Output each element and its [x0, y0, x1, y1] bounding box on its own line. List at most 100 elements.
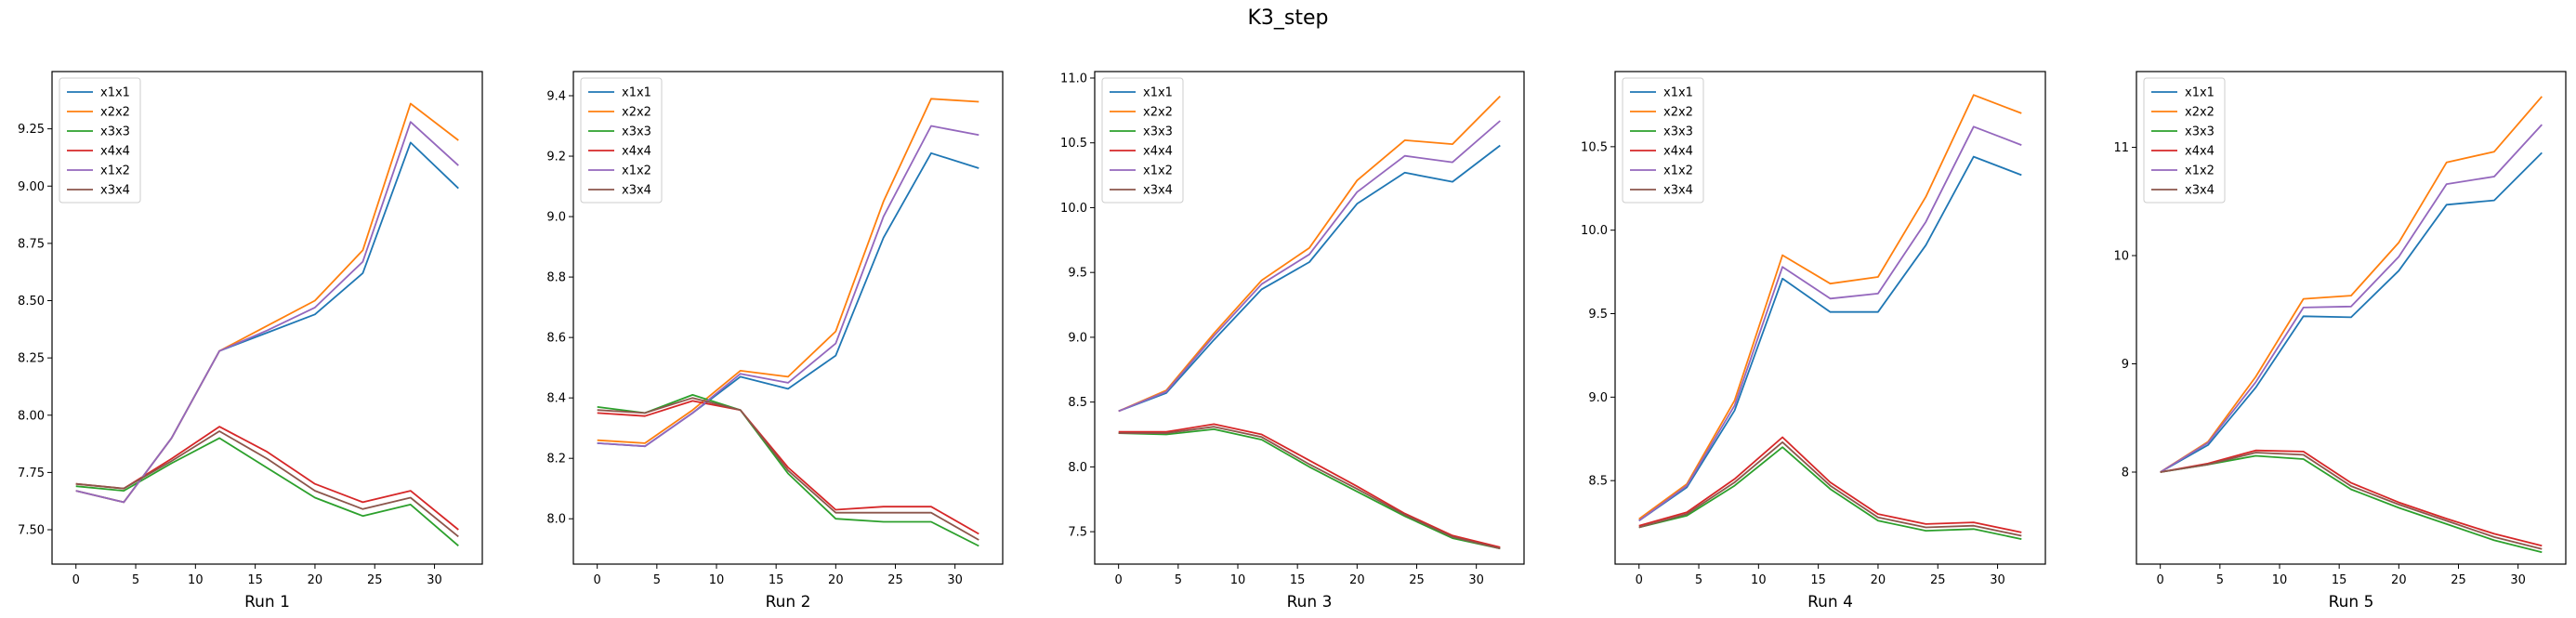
x-tick-label: 30	[427, 573, 442, 587]
series-line-x4x4	[1118, 423, 1501, 548]
series-line-x1x1	[2160, 151, 2543, 473]
legend-label-x4x4: x4x4	[100, 145, 130, 159]
x-tick-label: 5	[2216, 573, 2224, 587]
legend-label-x1x1: x1x1	[622, 86, 651, 100]
x-axis-label: Run 1	[244, 593, 290, 611]
x-tick-label: 15	[1810, 573, 1826, 587]
y-tick-label: 10.0	[1060, 202, 1087, 216]
legend: x1x1 x2x2 x3x3 x4x4 x1x2 x3x4	[1622, 77, 1704, 204]
legend-label-x1x2: x1x2	[1143, 164, 1173, 178]
y-tick-label: 8.5	[1588, 475, 1608, 489]
figure-title: K3_step	[1247, 7, 1328, 30]
y-tick-label: 9	[2122, 358, 2129, 372]
series-line-x3x4	[597, 397, 979, 541]
x-tick-label: 20	[1349, 573, 1365, 587]
y-tick-label: 9.5	[1068, 267, 1087, 281]
legend-label-x1x2: x1x2	[1663, 164, 1693, 178]
x-tick-label: 10	[188, 573, 204, 587]
y-tick-label: 8.4	[546, 392, 566, 406]
x-tick-label: 30	[1468, 573, 1484, 587]
chart-panel-1: 0 5 10 15 20 25 30 7.50 7.75 8.00 8.25 8.50 8.75 9.00…	[18, 71, 483, 611]
chart-panel-2: 0 5 10 15 20 25 30 8.0 8.2 8.4 8.6 8.8 9.0 9.2 9.4 Run …	[546, 71, 1004, 611]
series-line-x1x1	[1638, 155, 2022, 522]
legend-label-x3x4: x3x4	[1663, 184, 1693, 198]
legend-label-x3x3: x3x3	[1143, 125, 1173, 139]
series-line-x3x4	[1638, 440, 2022, 537]
x-axis-label: Run 5	[2329, 593, 2374, 611]
series-line-x3x3	[597, 393, 979, 547]
legend-label-x3x4: x3x4	[2185, 184, 2215, 198]
x-tick-label: 30	[1990, 573, 2005, 587]
series-line-x1x2	[2160, 124, 2543, 473]
legend-label-x1x1: x1x1	[1663, 86, 1693, 100]
x-tick-label: 20	[2391, 573, 2407, 587]
legend-label-x4x4: x4x4	[1143, 145, 1173, 159]
x-tick-label: 25	[2451, 573, 2466, 587]
legend-label-x4x4: x4x4	[2185, 145, 2215, 159]
axes-frame	[51, 71, 483, 565]
legend-label-x3x4: x3x4	[1143, 184, 1173, 198]
legend-label-x3x3: x3x3	[1663, 125, 1693, 139]
series-line-x1x2	[1638, 125, 2022, 522]
legend-label-x3x4: x3x4	[100, 184, 130, 198]
x-tick-label: 5	[1695, 573, 1702, 587]
x-tick-label: 10	[709, 573, 725, 587]
series-line-x3x4	[75, 430, 459, 538]
x-tick-label: 5	[132, 573, 139, 587]
chart-panel-3: 0 5 10 15 20 25 30 7.5 8.0 8.5 9.0 9.5 10.0 10.5 11.0 R…	[1060, 71, 1525, 611]
y-tick-label: 9.4	[546, 90, 566, 104]
y-tick-label: 11.0	[1060, 72, 1087, 85]
y-tick-label: 8.6	[546, 332, 566, 346]
y-tick-label: 8.00	[18, 409, 45, 423]
y-tick-label: 10.5	[1581, 140, 1608, 154]
y-tick-label: 9.00	[18, 180, 45, 194]
x-tick-label: 0	[72, 573, 80, 587]
legend-label-x4x4: x4x4	[1663, 145, 1693, 159]
axes-frame	[2136, 71, 2567, 565]
x-axis-label: Run 4	[1807, 593, 1853, 611]
x-tick-label: 0	[1115, 573, 1123, 587]
legend: x1x1 x2x2 x3x3 x4x4 x1x2 x3x4	[580, 77, 663, 204]
legend-box	[59, 77, 141, 204]
legend-label-x1x2: x1x2	[622, 164, 651, 178]
y-tick-label: 10	[2113, 250, 2129, 264]
legend: x1x1 x2x2 x3x3 x4x4 x1x2 x3x4	[1101, 77, 1184, 204]
y-tick-label: 9.25	[18, 123, 45, 137]
series-line-x1x1	[1118, 144, 1501, 413]
legend-label-x1x1: x1x1	[2185, 86, 2215, 100]
legend-box	[2143, 77, 2226, 204]
x-tick-label: 10	[1751, 573, 1767, 587]
legend: x1x1 x2x2 x3x3 x4x4 x1x2 x3x4	[59, 77, 141, 204]
x-tick-label: 0	[2157, 573, 2164, 587]
y-tick-label: 9.5	[1588, 308, 1608, 322]
legend-label-x2x2: x2x2	[100, 106, 130, 120]
x-axis-label: Run 3	[1287, 593, 1333, 611]
series-line-x3x4	[2160, 452, 2543, 550]
legend-box	[1622, 77, 1704, 204]
y-tick-label: 8.50	[18, 295, 45, 309]
legend-label-x1x1: x1x1	[100, 86, 130, 100]
legend-label-x1x2: x1x2	[100, 164, 130, 178]
x-tick-label: 25	[1409, 573, 1425, 587]
y-tick-label: 9.0	[1068, 331, 1087, 345]
y-tick-label: 9.2	[546, 151, 566, 164]
series-line-x2x2	[597, 98, 979, 444]
series-line-x4x4	[1638, 436, 2022, 533]
legend: x1x1 x2x2 x3x3 x4x4 x1x2 x3x4	[2143, 77, 2226, 204]
series-line-x2x2	[2160, 96, 2543, 473]
legend-label-x2x2: x2x2	[1143, 106, 1173, 120]
legend-label-x3x3: x3x3	[2185, 125, 2215, 139]
series-line-x3x3	[2160, 454, 2543, 554]
series-line-x3x3	[1118, 427, 1501, 550]
legend-label-x2x2: x2x2	[1663, 106, 1693, 120]
y-tick-label: 7.5	[1068, 526, 1087, 540]
y-tick-label: 10.5	[1060, 137, 1087, 151]
x-tick-label: 15	[247, 573, 263, 587]
x-tick-label: 10	[2272, 573, 2288, 587]
series-line-x3x3	[1638, 446, 2022, 540]
legend-box	[1101, 77, 1184, 204]
x-tick-label: 25	[887, 573, 903, 587]
x-tick-label: 20	[828, 573, 844, 587]
